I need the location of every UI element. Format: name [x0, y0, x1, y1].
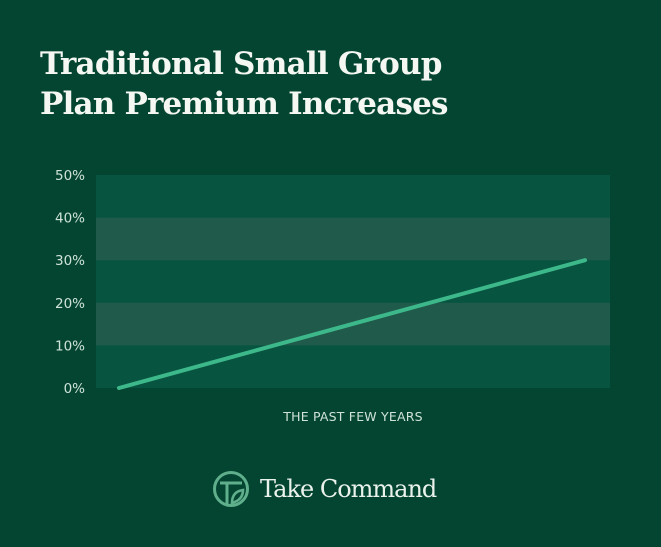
brand-logo: Take Command: [212, 470, 437, 508]
y-tick-label: 0%: [64, 381, 86, 397]
y-tick-label: 30%: [55, 253, 85, 269]
chart-title-line-1: Traditional Small Group: [40, 46, 442, 82]
brand-name: Take Command: [260, 475, 437, 503]
series-line: [117, 258, 587, 390]
y-tick-label: 50%: [55, 168, 85, 184]
series-group: [117, 258, 587, 390]
chart-title-line-2: Plan Premium Increases: [40, 86, 448, 122]
take-command-logo-icon: [213, 471, 249, 507]
grid-band: [96, 217, 610, 261]
plot-area: [96, 175, 610, 388]
plot-bands: [96, 175, 610, 388]
y-axis: 0% 10% 20% 30% 40% 50%: [55, 168, 85, 397]
y-tick-label: 20%: [55, 296, 85, 312]
x-axis-label: THE PAST FEW YEARS: [282, 409, 422, 424]
chart-title: Traditional Small Group Plan Premium Inc…: [40, 44, 520, 124]
y-tick-label: 40%: [55, 211, 85, 227]
y-tick-label: 10%: [55, 338, 85, 354]
